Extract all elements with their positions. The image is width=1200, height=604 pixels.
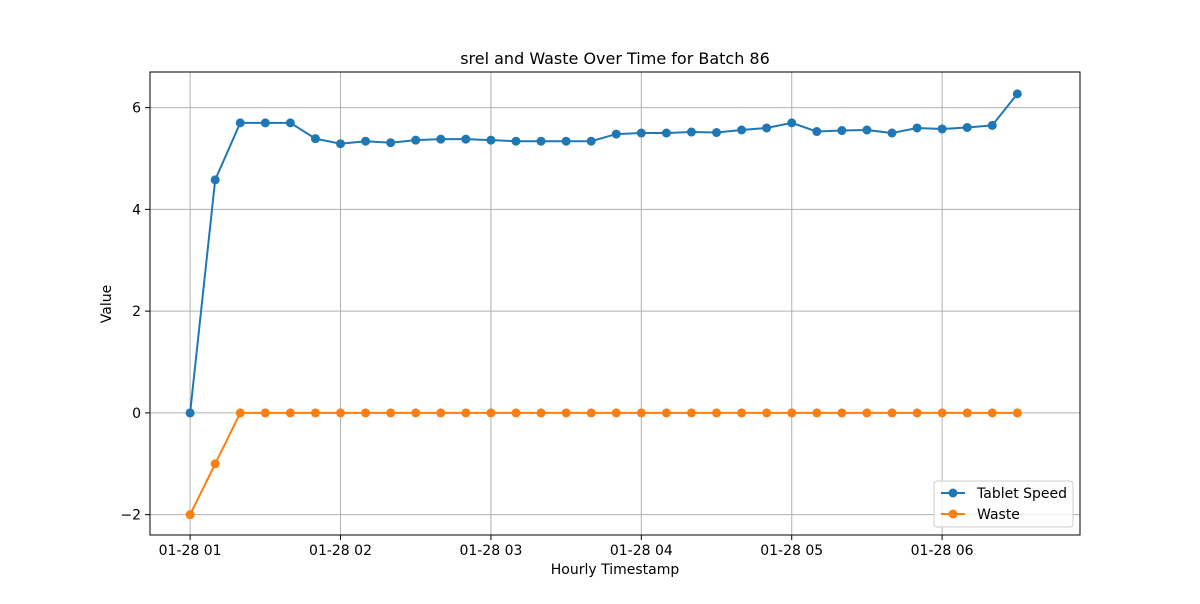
legend-frame bbox=[933, 480, 1074, 528]
data-point-tablet-speed bbox=[812, 127, 822, 137]
legend-label-waste: Waste bbox=[977, 507, 1020, 523]
data-point-tablet-speed bbox=[336, 139, 346, 149]
data-point-waste bbox=[486, 408, 496, 418]
x-tick-label: 01-28 02 bbox=[309, 543, 372, 559]
data-point-waste bbox=[561, 408, 571, 418]
data-point-waste bbox=[1012, 408, 1022, 418]
data-point-tablet-speed bbox=[661, 128, 671, 138]
data-point-waste bbox=[511, 408, 521, 418]
data-point-tablet-speed bbox=[210, 175, 220, 185]
y-tick-label: 4 bbox=[132, 202, 141, 218]
x-tick-label: 01-28 05 bbox=[760, 543, 823, 559]
data-point-tablet-speed bbox=[436, 134, 446, 144]
data-point-tablet-speed bbox=[737, 125, 747, 135]
series-tablet-speed bbox=[185, 89, 1022, 418]
data-point-waste bbox=[285, 408, 295, 418]
plot-frame bbox=[149, 71, 1081, 536]
series-line-tablet-speed bbox=[189, 93, 1019, 413]
data-point-waste bbox=[862, 408, 872, 418]
data-point-waste bbox=[962, 408, 972, 418]
x-tick-label: 01-28 03 bbox=[459, 543, 522, 559]
series-line-waste bbox=[189, 411, 1018, 516]
data-point-tablet-speed bbox=[887, 128, 897, 138]
x-axis: 01-28 01 01-28 02 01-28 03 01-28 04 01-28 05… bbox=[159, 535, 974, 559]
data-point-tablet-speed bbox=[962, 122, 972, 132]
data-point-waste bbox=[461, 408, 471, 418]
data-point-waste bbox=[235, 408, 245, 418]
x-axis-label: Hourly Timestamp bbox=[551, 562, 680, 578]
x-tick-label: 01-28 06 bbox=[911, 543, 974, 559]
data-point-waste bbox=[712, 408, 722, 418]
data-point-waste bbox=[661, 408, 671, 418]
data-point-tablet-speed bbox=[787, 118, 797, 128]
data-point-waste bbox=[361, 408, 371, 418]
data-point-waste bbox=[912, 408, 922, 418]
y-axis: −2 0 2 4 6 bbox=[120, 101, 150, 524]
data-point-tablet-speed bbox=[636, 128, 646, 138]
data-point-waste bbox=[411, 408, 421, 418]
data-point-tablet-speed bbox=[912, 123, 922, 133]
data-point-waste bbox=[887, 408, 897, 418]
data-point-waste bbox=[787, 408, 797, 418]
data-point-waste bbox=[611, 408, 621, 418]
x-tick-label: 01-28 04 bbox=[610, 543, 673, 559]
data-point-waste bbox=[837, 408, 847, 418]
plot-area bbox=[185, 89, 1022, 520]
data-point-waste bbox=[260, 408, 270, 418]
data-point-tablet-speed bbox=[235, 118, 245, 128]
data-point-tablet-speed bbox=[937, 124, 947, 134]
y-tick-label: −2 bbox=[120, 508, 141, 524]
data-point-tablet-speed bbox=[712, 128, 722, 138]
data-point-waste bbox=[762, 408, 772, 418]
data-point-tablet-speed bbox=[837, 126, 847, 136]
series-waste bbox=[185, 408, 1022, 520]
data-point-waste bbox=[386, 408, 396, 418]
data-point-waste bbox=[937, 408, 947, 418]
data-point-waste bbox=[987, 408, 997, 418]
data-point-tablet-speed bbox=[185, 408, 195, 418]
legend-marker-tablet-speed bbox=[948, 488, 958, 498]
y-tick-label: 2 bbox=[132, 304, 141, 320]
data-point-tablet-speed bbox=[536, 136, 546, 146]
data-point-tablet-speed bbox=[862, 125, 872, 135]
data-point-tablet-speed bbox=[260, 118, 270, 128]
data-point-waste bbox=[536, 408, 546, 418]
y-tick-label: 6 bbox=[132, 101, 141, 117]
chart-title: srel and Waste Over Time for Batch 86 bbox=[460, 49, 770, 68]
data-point-tablet-speed bbox=[285, 118, 295, 128]
legend-label-tablet-speed: Tablet Speed bbox=[976, 486, 1067, 502]
data-point-tablet-speed bbox=[361, 136, 371, 146]
data-point-waste bbox=[737, 408, 747, 418]
data-point-waste bbox=[336, 408, 346, 418]
data-point-tablet-speed bbox=[1012, 89, 1022, 99]
data-point-tablet-speed bbox=[386, 138, 396, 148]
y-tick-label: 0 bbox=[132, 406, 141, 422]
legend: Tablet Speed Waste bbox=[933, 480, 1074, 528]
data-point-waste bbox=[185, 510, 195, 520]
data-point-tablet-speed bbox=[310, 134, 320, 144]
data-point-tablet-speed bbox=[611, 129, 621, 139]
legend-marker-waste bbox=[948, 509, 958, 519]
data-point-tablet-speed bbox=[511, 136, 521, 146]
y-axis-label: Value bbox=[99, 285, 115, 323]
data-point-tablet-speed bbox=[486, 135, 496, 145]
data-point-waste bbox=[636, 408, 646, 418]
data-point-tablet-speed bbox=[561, 136, 571, 146]
x-tick-label: 01-28 01 bbox=[159, 543, 222, 559]
data-point-waste bbox=[812, 408, 822, 418]
data-point-waste bbox=[310, 408, 320, 418]
data-point-tablet-speed bbox=[586, 136, 596, 146]
data-point-tablet-speed bbox=[461, 134, 471, 144]
data-point-tablet-speed bbox=[686, 127, 696, 137]
data-point-waste bbox=[210, 459, 220, 469]
data-point-waste bbox=[586, 408, 596, 418]
data-point-waste bbox=[436, 408, 446, 418]
data-point-tablet-speed bbox=[762, 123, 772, 133]
data-point-tablet-speed bbox=[987, 120, 997, 130]
data-point-waste bbox=[686, 408, 696, 418]
data-point-tablet-speed bbox=[411, 135, 421, 145]
grid bbox=[150, 72, 1080, 535]
